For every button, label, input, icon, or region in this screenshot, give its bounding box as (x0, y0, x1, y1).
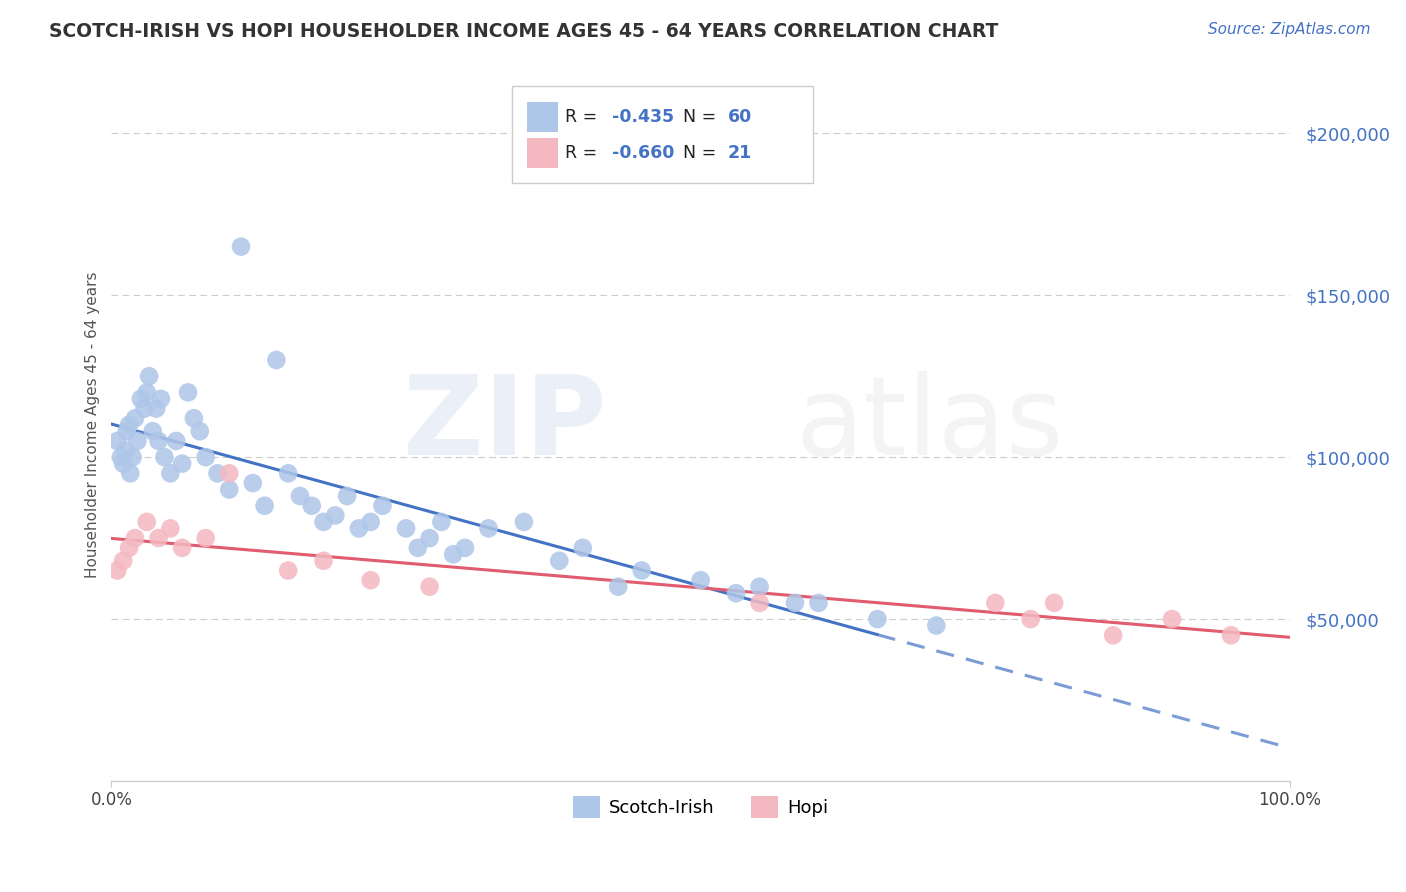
Point (748, 580, 770, 594)
Point (153, 450, 176, 464)
Point (925, 618, 948, 632)
Point (1043, 596, 1066, 610)
Text: 60: 60 (728, 108, 752, 126)
Point (194, 531, 217, 545)
Text: N =: N = (683, 108, 721, 126)
Point (630, 564, 652, 578)
Text: SCOTCH-IRISH VS HOPI HOUSEHOLDER INCOME AGES 45 - 64 YEARS CORRELATION CHART: SCOTCH-IRISH VS HOPI HOUSEHOLDER INCOME … (49, 22, 998, 41)
Text: ZIP: ZIP (404, 371, 606, 478)
Text: -0.435: -0.435 (612, 108, 675, 126)
Point (183, 411, 205, 425)
Point (112, 457, 135, 471)
Point (266, 353, 288, 368)
Point (572, 541, 595, 555)
Point (430, 515, 453, 529)
Point (188, 424, 211, 438)
Point (984, 596, 1007, 610)
Point (165, 434, 187, 448)
FancyBboxPatch shape (527, 102, 558, 132)
Point (419, 531, 441, 545)
Point (129, 392, 152, 406)
Point (866, 612, 889, 626)
Point (277, 467, 299, 481)
Point (807, 596, 830, 610)
Point (748, 596, 770, 610)
Point (118, 417, 141, 432)
Point (454, 541, 477, 555)
Text: R =: R = (565, 144, 603, 161)
Point (548, 554, 571, 568)
Point (253, 499, 276, 513)
Point (360, 573, 382, 587)
Point (301, 499, 323, 513)
Point (371, 499, 394, 513)
Point (441, 547, 464, 561)
Point (1220, 628, 1243, 642)
Point (118, 541, 141, 555)
Point (177, 385, 200, 400)
Point (406, 541, 429, 555)
Point (121, 450, 143, 464)
Text: R =: R = (565, 108, 603, 126)
Text: N =: N = (683, 144, 721, 161)
Text: 21: 21 (728, 144, 752, 161)
Point (347, 521, 370, 535)
Point (124, 531, 146, 545)
Point (312, 554, 335, 568)
Point (159, 467, 181, 481)
FancyBboxPatch shape (512, 87, 813, 183)
Point (135, 515, 157, 529)
Point (135, 385, 157, 400)
Y-axis label: Householder Income Ages 45 - 64 years: Householder Income Ages 45 - 64 years (86, 271, 100, 578)
Point (172, 541, 194, 555)
Point (242, 476, 264, 491)
Point (105, 434, 128, 448)
Point (1102, 628, 1125, 642)
Point (148, 531, 170, 545)
Point (159, 521, 181, 535)
Point (142, 424, 165, 438)
Point (124, 411, 146, 425)
Point (172, 457, 194, 471)
Point (1019, 612, 1042, 626)
Point (149, 392, 172, 406)
Point (288, 489, 311, 503)
Point (607, 580, 630, 594)
Point (112, 554, 135, 568)
Point (115, 424, 138, 438)
Text: -0.660: -0.660 (612, 144, 675, 161)
Point (419, 580, 441, 594)
Point (138, 369, 160, 384)
Point (218, 467, 240, 481)
Point (134, 401, 156, 416)
Point (724, 586, 747, 600)
Point (194, 450, 217, 464)
Point (477, 521, 499, 535)
Point (120, 467, 142, 481)
Point (105, 564, 128, 578)
Point (114, 443, 136, 458)
Point (336, 489, 359, 503)
Point (127, 434, 149, 448)
Point (110, 450, 132, 464)
Point (513, 515, 536, 529)
Point (323, 508, 346, 523)
Point (395, 521, 418, 535)
Point (689, 573, 711, 587)
Point (312, 515, 335, 529)
Point (218, 483, 240, 497)
Point (148, 434, 170, 448)
Point (207, 467, 229, 481)
Point (1161, 612, 1184, 626)
Text: Source: ZipAtlas.com: Source: ZipAtlas.com (1208, 22, 1371, 37)
FancyBboxPatch shape (527, 137, 558, 168)
Point (229, 240, 252, 254)
Text: atlas: atlas (794, 371, 1063, 478)
Point (360, 515, 382, 529)
Point (277, 564, 299, 578)
Point (783, 596, 806, 610)
Legend: Scotch-Irish, Hopi: Scotch-Irish, Hopi (565, 789, 835, 825)
Point (145, 401, 167, 416)
